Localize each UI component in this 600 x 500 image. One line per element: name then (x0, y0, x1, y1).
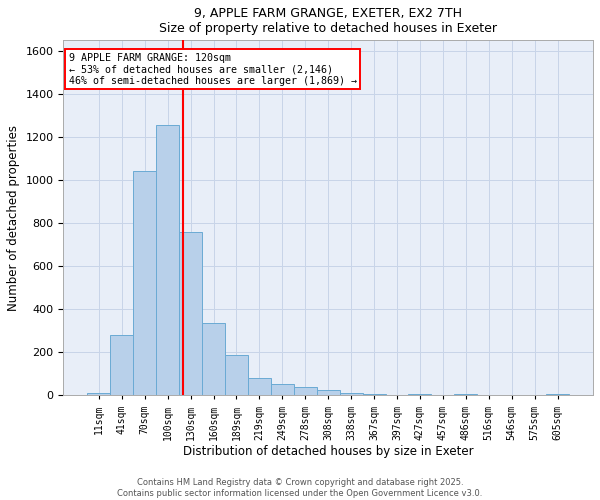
Bar (362, 394, 386, 395)
Bar (546, 394, 569, 395)
Text: 9 APPLE FARM GRANGE: 120sqm
← 53% of detached houses are smaller (2,146)
46% of : 9 APPLE FARM GRANGE: 120sqm ← 53% of det… (68, 52, 356, 86)
Bar (110, 335, 133, 395)
Bar (294, 387, 317, 395)
X-axis label: Distribution of detached houses by size in Exeter: Distribution of detached houses by size … (183, 445, 473, 458)
Bar (156, 125, 179, 395)
Bar (248, 378, 271, 395)
Y-axis label: Number of detached properties: Number of detached properties (7, 124, 20, 310)
Bar (340, 393, 362, 395)
Text: Contains HM Land Registry data © Crown copyright and database right 2025.
Contai: Contains HM Land Registry data © Crown c… (118, 478, 482, 498)
Bar (88, 393, 110, 395)
Bar (179, 232, 202, 395)
Bar (202, 323, 225, 395)
Bar (133, 172, 156, 395)
Bar (317, 390, 340, 395)
Bar (271, 384, 294, 395)
Bar (454, 394, 477, 395)
Bar (409, 394, 431, 395)
Title: 9, APPLE FARM GRANGE, EXETER, EX2 7TH
Size of property relative to detached hous: 9, APPLE FARM GRANGE, EXETER, EX2 7TH Si… (159, 7, 497, 35)
Bar (225, 356, 248, 395)
